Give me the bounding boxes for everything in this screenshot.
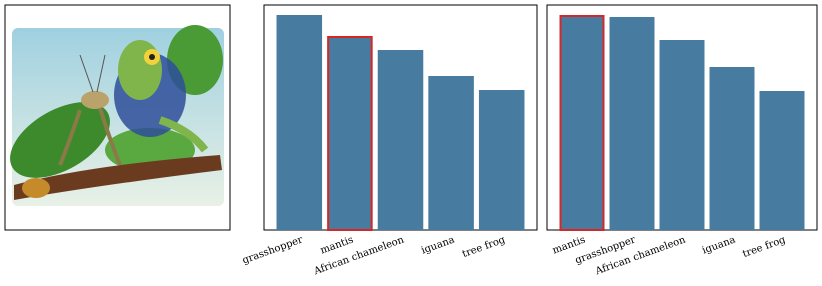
bar [759,91,805,230]
bar [609,17,655,230]
x-tick-label: African chameleon [593,234,687,277]
bar [559,15,605,231]
x-tick-label: grasshopper [241,234,305,266]
bar [478,90,525,230]
x-tick-label: iguana [701,234,737,256]
x-tick-label: tree frog [741,234,787,260]
bar [659,40,705,230]
bar [428,76,474,230]
x-tick-label: African chameleon [312,234,406,277]
bar [377,50,424,230]
bar [709,67,755,230]
x-tick-label: tree frog [461,234,507,260]
illustration [4,4,231,231]
bar [327,36,373,231]
bar [276,15,323,230]
x-tick-label: iguana [420,234,456,256]
